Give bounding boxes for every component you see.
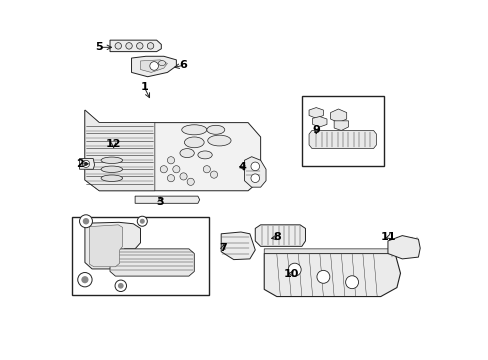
Text: 6: 6 (179, 60, 187, 70)
Circle shape (115, 280, 126, 292)
Text: 12: 12 (105, 139, 121, 149)
Polygon shape (110, 249, 194, 276)
Circle shape (250, 162, 259, 171)
Text: 7: 7 (219, 243, 226, 253)
Ellipse shape (158, 60, 165, 66)
Text: 5: 5 (95, 42, 103, 52)
Circle shape (287, 263, 301, 276)
Polygon shape (255, 225, 305, 246)
Polygon shape (89, 225, 122, 267)
Ellipse shape (198, 151, 212, 159)
Polygon shape (264, 249, 400, 253)
Circle shape (78, 273, 92, 287)
Circle shape (137, 216, 147, 226)
Polygon shape (110, 40, 161, 51)
Text: 10: 10 (283, 269, 298, 279)
Circle shape (172, 166, 180, 173)
Ellipse shape (207, 135, 230, 146)
Polygon shape (131, 56, 176, 77)
Text: 3: 3 (156, 197, 163, 207)
Polygon shape (330, 109, 346, 123)
Polygon shape (80, 158, 94, 169)
Circle shape (316, 270, 329, 283)
Polygon shape (85, 110, 260, 191)
Ellipse shape (101, 175, 122, 181)
Circle shape (210, 171, 217, 178)
Circle shape (80, 215, 92, 228)
Bar (72, 217, 208, 296)
Polygon shape (244, 157, 265, 187)
Ellipse shape (101, 166, 122, 172)
Polygon shape (333, 121, 348, 131)
Ellipse shape (206, 125, 224, 134)
Circle shape (345, 276, 358, 289)
Circle shape (160, 166, 167, 173)
Polygon shape (140, 60, 167, 72)
Ellipse shape (147, 42, 153, 49)
Polygon shape (264, 253, 400, 297)
Ellipse shape (115, 42, 121, 49)
Ellipse shape (182, 125, 206, 135)
Text: 9: 9 (312, 125, 320, 135)
Circle shape (187, 178, 194, 185)
Ellipse shape (184, 137, 203, 148)
Circle shape (203, 166, 210, 173)
Circle shape (84, 162, 88, 166)
Polygon shape (308, 108, 323, 118)
Polygon shape (135, 196, 199, 203)
Circle shape (180, 173, 187, 180)
Polygon shape (387, 235, 419, 259)
Text: 8: 8 (272, 232, 280, 242)
Bar (301, 96, 384, 166)
Polygon shape (221, 232, 255, 260)
Polygon shape (308, 131, 376, 148)
Circle shape (118, 283, 123, 289)
Circle shape (167, 175, 174, 182)
Ellipse shape (101, 157, 122, 163)
Circle shape (82, 160, 89, 167)
Circle shape (81, 276, 88, 283)
Polygon shape (312, 117, 326, 127)
Text: 11: 11 (379, 232, 395, 242)
Circle shape (82, 218, 89, 225)
Ellipse shape (125, 42, 132, 49)
Circle shape (140, 219, 144, 224)
Circle shape (149, 62, 158, 70)
Text: 2: 2 (76, 159, 83, 169)
Circle shape (167, 157, 174, 164)
Ellipse shape (180, 149, 194, 158)
Polygon shape (85, 110, 155, 191)
Polygon shape (85, 222, 140, 269)
Text: 1: 1 (140, 82, 148, 92)
Ellipse shape (136, 42, 142, 49)
Text: 4: 4 (238, 162, 246, 172)
Circle shape (250, 174, 259, 183)
